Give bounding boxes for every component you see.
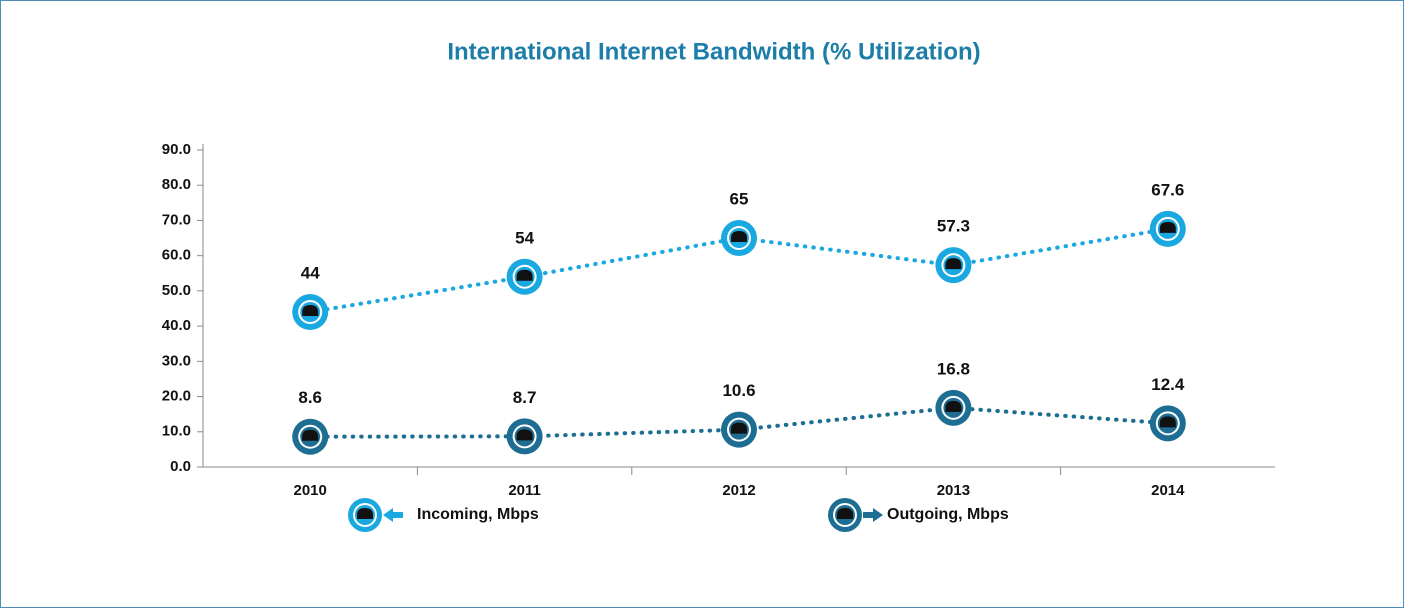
marker-arrow xyxy=(383,508,403,522)
data-label: 8.6 xyxy=(298,388,322,407)
x-tick-label: 2011 xyxy=(508,482,541,499)
y-tick-label: 30.0 xyxy=(162,352,191,369)
x-tick-label: 2014 xyxy=(1151,482,1185,499)
data-label: 44 xyxy=(301,264,320,283)
data-label: 10.6 xyxy=(722,381,755,400)
data-label: 67.6 xyxy=(1151,180,1184,199)
marker-icon-glyph xyxy=(945,400,962,412)
marker-icon-glyph xyxy=(357,508,373,519)
marker-arrow xyxy=(863,508,883,522)
marker-icon-glyph xyxy=(302,305,319,317)
data-label: 16.8 xyxy=(937,359,970,378)
marker-icon-glyph xyxy=(837,508,853,519)
marker-icon-glyph xyxy=(1159,416,1176,428)
y-tick-label: 60.0 xyxy=(162,247,191,264)
x-tick-label: 2010 xyxy=(294,482,327,499)
x-tick-label: 2013 xyxy=(937,482,970,499)
marker-icon-glyph xyxy=(731,231,747,243)
data-label: 12.4 xyxy=(1151,375,1185,394)
y-tick-label: 40.0 xyxy=(162,317,191,334)
data-label: 54 xyxy=(515,228,534,247)
x-tick-label: 2012 xyxy=(722,482,755,499)
legend-label: Incoming, Mbps xyxy=(417,506,539,523)
y-tick-label: 90.0 xyxy=(162,141,191,158)
data-label: 57.3 xyxy=(937,217,970,236)
y-tick-label: 50.0 xyxy=(162,282,191,299)
data-label: 65 xyxy=(730,190,749,209)
marker-icon-glyph xyxy=(516,429,533,441)
marker-icon-glyph xyxy=(302,429,319,441)
y-tick-label: 10.0 xyxy=(162,423,191,440)
marker-icon-glyph xyxy=(1159,221,1176,233)
y-tick-label: 80.0 xyxy=(162,176,191,193)
series-line xyxy=(308,405,1170,439)
marker-icon-glyph xyxy=(731,422,747,434)
y-tick-label: 20.0 xyxy=(162,388,191,405)
y-tick-label: 70.0 xyxy=(162,211,191,228)
marker-icon-glyph xyxy=(516,269,533,281)
data-label: 8.7 xyxy=(513,388,537,407)
marker-icon-glyph xyxy=(945,258,962,270)
legend-label: Outgoing, Mbps xyxy=(887,506,1009,523)
chart-title: International Internet Bandwidth (% Util… xyxy=(447,38,980,65)
y-tick-label: 0.0 xyxy=(170,458,191,475)
